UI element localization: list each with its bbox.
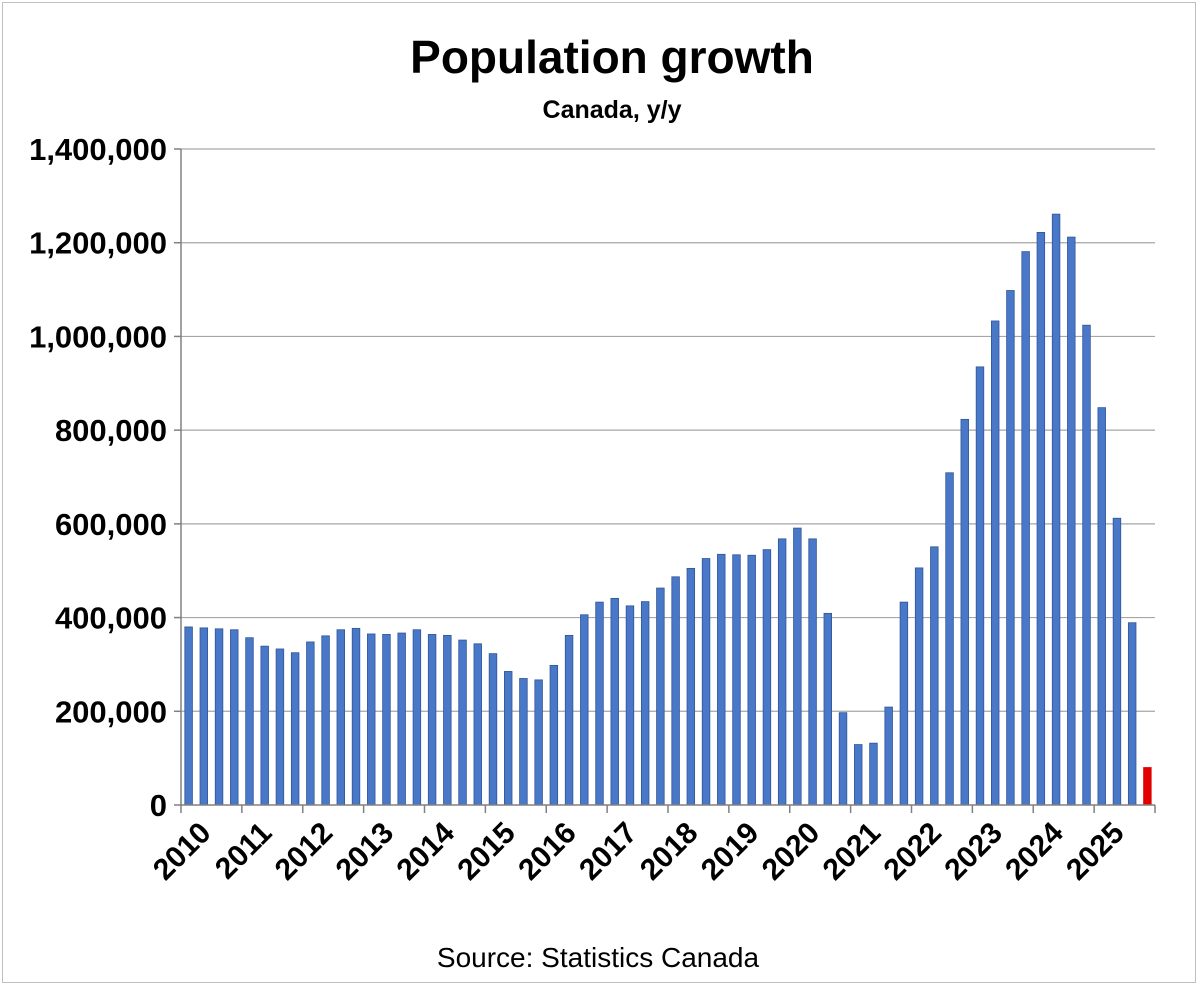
bar <box>412 629 422 806</box>
x-tick-label: 2019 <box>695 816 766 887</box>
bar <box>214 628 224 806</box>
x-tick-label: 2022 <box>877 816 948 887</box>
x-tick-label: 2014 <box>390 816 461 887</box>
y-tick-label: 0 <box>150 788 167 823</box>
bar <box>351 627 361 806</box>
bar <box>427 634 437 806</box>
bar <box>199 627 209 806</box>
bar <box>656 587 665 806</box>
bar <box>443 634 452 806</box>
bar <box>717 553 726 806</box>
bar <box>747 554 756 806</box>
bar <box>1067 236 1076 806</box>
y-tick-label: 1,200,000 <box>29 226 167 261</box>
x-tick-label: 2018 <box>634 816 705 887</box>
bar <box>1021 251 1030 806</box>
bar <box>930 546 939 806</box>
bar <box>671 576 680 806</box>
bar <box>625 605 635 806</box>
bar <box>519 678 528 806</box>
x-tick-label: 2013 <box>330 816 401 887</box>
bar <box>382 634 391 806</box>
bar <box>610 597 619 806</box>
source-note: Source: Statistics Canada <box>436 942 760 973</box>
bar <box>793 527 802 806</box>
bar <box>488 653 498 806</box>
bar <box>458 639 467 806</box>
x-tick-label: 2017 <box>573 816 644 887</box>
bar <box>686 567 696 806</box>
x-tick-label: 2011 <box>209 816 278 885</box>
x-tick-label: 2021 <box>817 816 888 887</box>
bar <box>1127 622 1137 806</box>
x-tick-label: 2010 <box>147 816 218 887</box>
bar <box>732 554 741 806</box>
bar <box>336 629 346 806</box>
bar <box>640 601 650 806</box>
bar <box>230 629 239 806</box>
bar <box>808 538 817 806</box>
bar <box>701 558 711 806</box>
bar <box>595 601 604 806</box>
y-tick-label: 400,000 <box>55 601 167 636</box>
bar <box>1097 407 1106 806</box>
chart-title: Population growth <box>410 31 814 83</box>
bar <box>397 632 406 806</box>
x-tick-label: 2012 <box>269 816 340 887</box>
bar <box>899 601 909 806</box>
bar <box>960 418 969 806</box>
chart-subtitle: Canada, y/y <box>542 96 682 124</box>
bar <box>580 614 589 806</box>
bar <box>184 626 193 806</box>
axes <box>174 148 1156 813</box>
bar <box>1112 517 1122 806</box>
bar <box>260 645 269 806</box>
bar <box>975 366 985 806</box>
bar <box>945 472 954 806</box>
bar <box>1051 213 1061 806</box>
bar <box>306 641 315 806</box>
bar <box>290 652 300 806</box>
x-tick-label: 2016 <box>512 816 583 887</box>
y-tick-label: 1,000,000 <box>29 319 167 354</box>
bar-highlight <box>1143 767 1152 806</box>
y-tick-label: 1,400,000 <box>29 132 167 167</box>
y-tick-label: 200,000 <box>55 694 167 729</box>
bar <box>534 679 543 806</box>
bar <box>777 538 787 806</box>
x-tick-label: 2023 <box>938 816 1009 887</box>
y-tick-label: 600,000 <box>55 507 167 542</box>
bar <box>914 567 924 806</box>
bar <box>245 637 254 806</box>
bar <box>503 671 513 806</box>
bar <box>823 612 833 806</box>
bar <box>884 706 893 806</box>
bar <box>564 634 574 806</box>
y-tick-label: 800,000 <box>55 413 167 448</box>
bar <box>1036 232 1046 806</box>
x-tick-label: 2015 <box>451 816 522 887</box>
bar <box>275 648 285 806</box>
bar <box>367 633 376 806</box>
x-tick-label: 2020 <box>756 816 827 887</box>
bar <box>869 742 878 806</box>
bars <box>184 213 1152 806</box>
x-tick-label: 2024 <box>999 816 1070 887</box>
bar <box>549 664 559 806</box>
bar <box>1006 290 1015 806</box>
x-tick-label: 2025 <box>1060 816 1131 887</box>
bar <box>854 744 863 806</box>
bar <box>1082 324 1091 806</box>
bar <box>473 643 482 806</box>
bar <box>838 712 848 806</box>
bar <box>990 320 1000 806</box>
bar <box>762 549 772 806</box>
bar <box>321 635 330 806</box>
